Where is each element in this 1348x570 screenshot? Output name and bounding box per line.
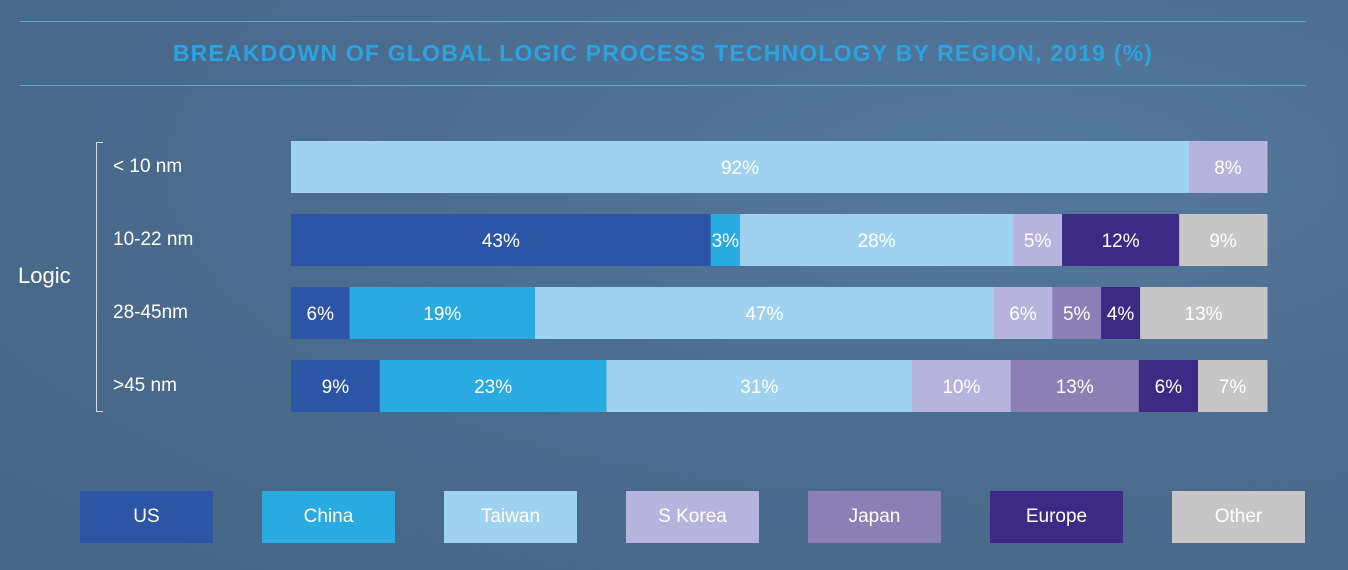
data-label-45-nm-japan: 13% bbox=[1056, 377, 1094, 398]
bar-10-22-nm-us bbox=[291, 214, 712, 266]
data-label-28-45nm-other: 13% bbox=[1185, 304, 1223, 325]
legend-label-china: China bbox=[303, 506, 354, 527]
legend-label-europe: Europe bbox=[1025, 506, 1088, 527]
bar-28-45nm-taiwan bbox=[535, 287, 995, 339]
row-label-28-45nm: 28-45nm bbox=[113, 302, 188, 323]
bar-28-45nm-china bbox=[349, 287, 536, 339]
data-label-10-22-nm-s-korea: 5% bbox=[1024, 231, 1052, 252]
bar-28-45nm-europe bbox=[1101, 287, 1141, 339]
bar-45-nm-other bbox=[1197, 360, 1268, 412]
data-label-28-45nm-us: 6% bbox=[307, 304, 335, 325]
bar-45-nm-europe bbox=[1138, 360, 1199, 412]
legend-item-europe: Europe bbox=[990, 491, 1123, 543]
legend-label-japan: Japan bbox=[848, 506, 901, 527]
data-label-28-45nm-europe: 4% bbox=[1107, 304, 1135, 325]
data-label-45-nm-us: 9% bbox=[322, 377, 350, 398]
data-label-28-45nm-china: 19% bbox=[423, 304, 461, 325]
data-label-10-22-nm-taiwan: 28% bbox=[858, 231, 896, 252]
data-label-10-22-nm-other: 9% bbox=[1209, 231, 1237, 252]
chart-title: BREAKDOWN OF GLOBAL LOGIC PROCESS TECHNO… bbox=[172, 40, 1154, 66]
bar-10-22-nm-s-korea bbox=[1013, 214, 1063, 266]
group-bracket bbox=[96, 142, 103, 412]
legend-item-us: US bbox=[80, 491, 213, 543]
data-label-28-45nm-taiwan: 47% bbox=[745, 304, 783, 325]
legend-item-japan: Japan bbox=[808, 491, 941, 543]
data-label-45-nm-other: 7% bbox=[1219, 377, 1247, 398]
legend-label-other: Other bbox=[1214, 506, 1263, 527]
bar-10-22-nm-other bbox=[1179, 214, 1268, 266]
data-label-10-nm-taiwan: 92% bbox=[721, 158, 759, 179]
title-rule-top bbox=[20, 21, 1306, 22]
legend-item-other: Other bbox=[1172, 491, 1305, 543]
row-label-gt45nm: >45 nm bbox=[113, 375, 177, 396]
data-label-28-45nm-japan: 5% bbox=[1063, 304, 1091, 325]
data-label-45-nm-s-korea: 10% bbox=[942, 377, 980, 398]
data-label-45-nm-taiwan: 31% bbox=[740, 377, 778, 398]
legend-item-s-korea: S Korea bbox=[626, 491, 759, 543]
legend-item-taiwan: Taiwan bbox=[444, 491, 577, 543]
data-label-10-22-nm-europe: 12% bbox=[1102, 231, 1140, 252]
data-label-10-22-nm-china: 3% bbox=[712, 231, 740, 252]
row-label-10-22nm: 10-22 nm bbox=[113, 229, 194, 250]
bar-10-22-nm-china bbox=[710, 214, 741, 266]
legend: US China Taiwan S Korea Japan Europe Oth… bbox=[0, 491, 1348, 543]
group-label: Logic bbox=[18, 263, 71, 288]
legend-label-taiwan: Taiwan bbox=[480, 506, 541, 527]
data-label-45-nm-europe: 6% bbox=[1155, 377, 1183, 398]
title-rule-bottom bbox=[20, 85, 1306, 86]
bar-28-45nm-other bbox=[1140, 287, 1268, 339]
bar-10-22-nm-taiwan bbox=[739, 214, 1014, 266]
data-label-10-22-nm-us: 43% bbox=[482, 231, 520, 252]
bar-28-45nm-s-korea bbox=[993, 287, 1053, 339]
bar-28-45nm-us bbox=[291, 287, 351, 339]
bar-45-nm-china bbox=[379, 360, 607, 412]
bar-45-nm-s-korea bbox=[912, 360, 1012, 412]
bar-45-nm-us bbox=[291, 360, 381, 412]
bar-10-nm-s-korea bbox=[1188, 141, 1268, 193]
bar-45-nm-taiwan bbox=[606, 360, 913, 412]
legend-item-china: China bbox=[262, 491, 395, 543]
data-label-45-nm-china: 23% bbox=[474, 377, 512, 398]
legend-label-us: US bbox=[133, 506, 160, 527]
legend-label-s-korea: S Korea bbox=[658, 506, 727, 527]
data-label-10-nm-s-korea: 8% bbox=[1214, 158, 1242, 179]
bar-10-nm-taiwan bbox=[291, 141, 1190, 193]
bar-28-45nm-japan bbox=[1052, 287, 1102, 339]
row-label-lt10nm: < 10 nm bbox=[113, 156, 183, 177]
bar-10-22-nm-europe bbox=[1062, 214, 1180, 266]
bar-45-nm-japan bbox=[1010, 360, 1140, 412]
data-label-28-45nm-s-korea: 6% bbox=[1009, 304, 1037, 325]
